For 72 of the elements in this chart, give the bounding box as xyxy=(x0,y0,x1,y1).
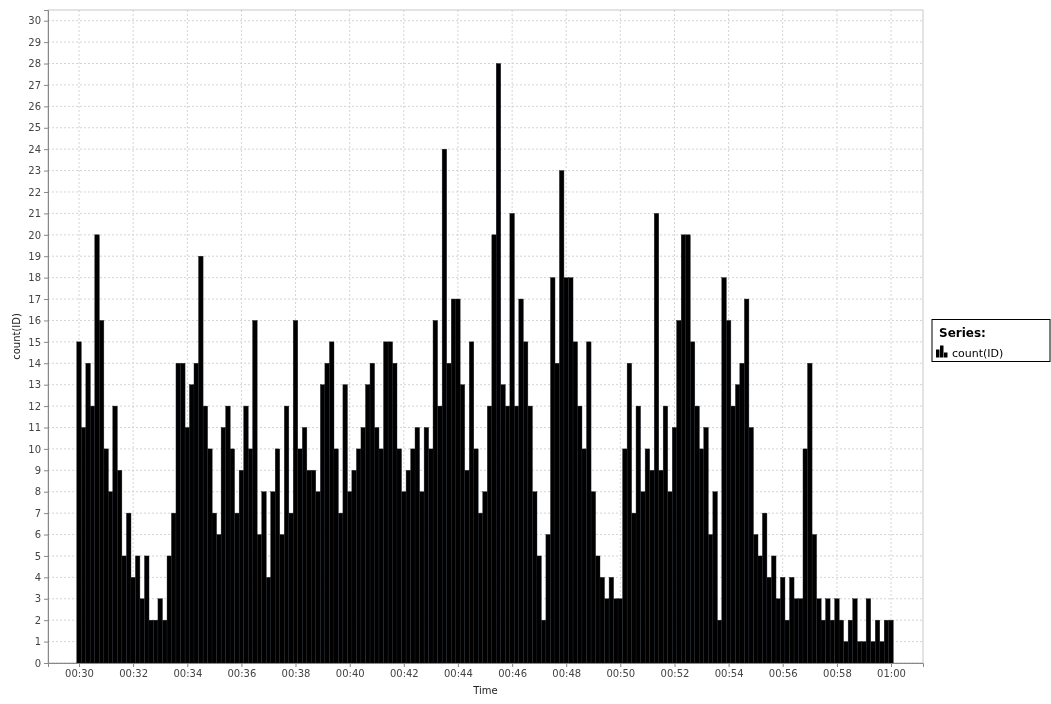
x-tick-label: 00:34 xyxy=(173,668,203,680)
y-tick-label: 20 xyxy=(28,229,41,241)
y-tick-label: 8 xyxy=(34,486,41,498)
y-tick-label: 17 xyxy=(28,293,41,305)
bar xyxy=(342,384,348,664)
bar xyxy=(76,341,82,664)
y-tick-label: 15 xyxy=(28,336,41,348)
y-tick-label: 14 xyxy=(28,357,41,369)
x-tick-label: 00:58 xyxy=(823,668,852,680)
y-tick-label: 26 xyxy=(28,101,41,113)
bar xyxy=(509,213,515,664)
bar xyxy=(252,320,258,664)
y-tick-label: 21 xyxy=(28,208,41,220)
x-tick-label: 00:36 xyxy=(227,668,257,680)
y-tick-label: 11 xyxy=(28,422,41,434)
y-tick-label: 24 xyxy=(28,143,41,155)
y-tick-label: 4 xyxy=(34,572,41,584)
bar xyxy=(888,619,894,664)
bar xyxy=(865,598,871,664)
legend-title: Series: xyxy=(939,325,986,340)
bar xyxy=(703,427,709,664)
x-tick-label: 00:46 xyxy=(498,668,528,680)
bar xyxy=(157,598,163,664)
bar xyxy=(712,491,718,664)
x-tick-label: 00:30 xyxy=(65,668,94,680)
bar xyxy=(441,148,447,664)
y-tick-label: 25 xyxy=(28,122,41,134)
y-tick-label: 12 xyxy=(28,400,41,412)
y-tick-label: 6 xyxy=(34,529,41,541)
y-tick-label: 16 xyxy=(28,315,41,327)
y-tick-label: 30 xyxy=(28,15,41,27)
x-tick-label: 00:54 xyxy=(714,668,744,680)
x-tick-label: 00:32 xyxy=(119,668,149,680)
y-tick-label: 5 xyxy=(34,550,41,562)
x-tick-label: 00:38 xyxy=(281,668,311,680)
bar xyxy=(85,363,91,664)
y-tick-label: 28 xyxy=(28,58,41,70)
y-tick-label: 1 xyxy=(34,636,41,648)
y-tick-label: 27 xyxy=(28,79,41,91)
y-tick-label: 3 xyxy=(34,593,41,605)
bar xyxy=(644,448,650,664)
x-tick-label: 00:44 xyxy=(443,668,473,680)
y-tick-label: 13 xyxy=(28,379,41,391)
x-tick-label: 01:00 xyxy=(877,668,906,680)
y-tick-label: 0 xyxy=(34,657,41,669)
y-axis-title: count(ID) xyxy=(11,313,22,360)
x-tick-label: 00:56 xyxy=(768,668,798,680)
y-tick-label: 9 xyxy=(34,465,41,477)
x-tick-label: 00:42 xyxy=(389,668,419,680)
x-axis-title: Time xyxy=(472,685,498,696)
bar xyxy=(423,427,429,664)
x-tick-label: 00:52 xyxy=(660,668,690,680)
x-tick-label: 00:48 xyxy=(552,668,582,680)
y-tick-label: 22 xyxy=(28,186,41,198)
bar xyxy=(414,427,420,664)
bar xyxy=(626,363,632,664)
bar xyxy=(635,405,641,664)
bar xyxy=(685,234,691,664)
y-tick-label: 7 xyxy=(34,507,41,519)
bar xyxy=(261,491,267,664)
y-tick-label: 29 xyxy=(28,36,41,48)
bar xyxy=(455,298,461,664)
y-tick-label: 19 xyxy=(28,250,41,262)
y-tick-label: 18 xyxy=(28,272,41,284)
x-tick-label: 00:50 xyxy=(606,668,636,680)
y-tick-label: 23 xyxy=(28,165,41,177)
bar xyxy=(432,320,438,664)
x-tick-label: 00:40 xyxy=(335,668,365,680)
y-tick-label: 10 xyxy=(28,443,41,455)
legend-label: count(ID) xyxy=(952,346,1004,360)
y-tick-label: 2 xyxy=(34,614,41,626)
bar xyxy=(608,577,614,664)
